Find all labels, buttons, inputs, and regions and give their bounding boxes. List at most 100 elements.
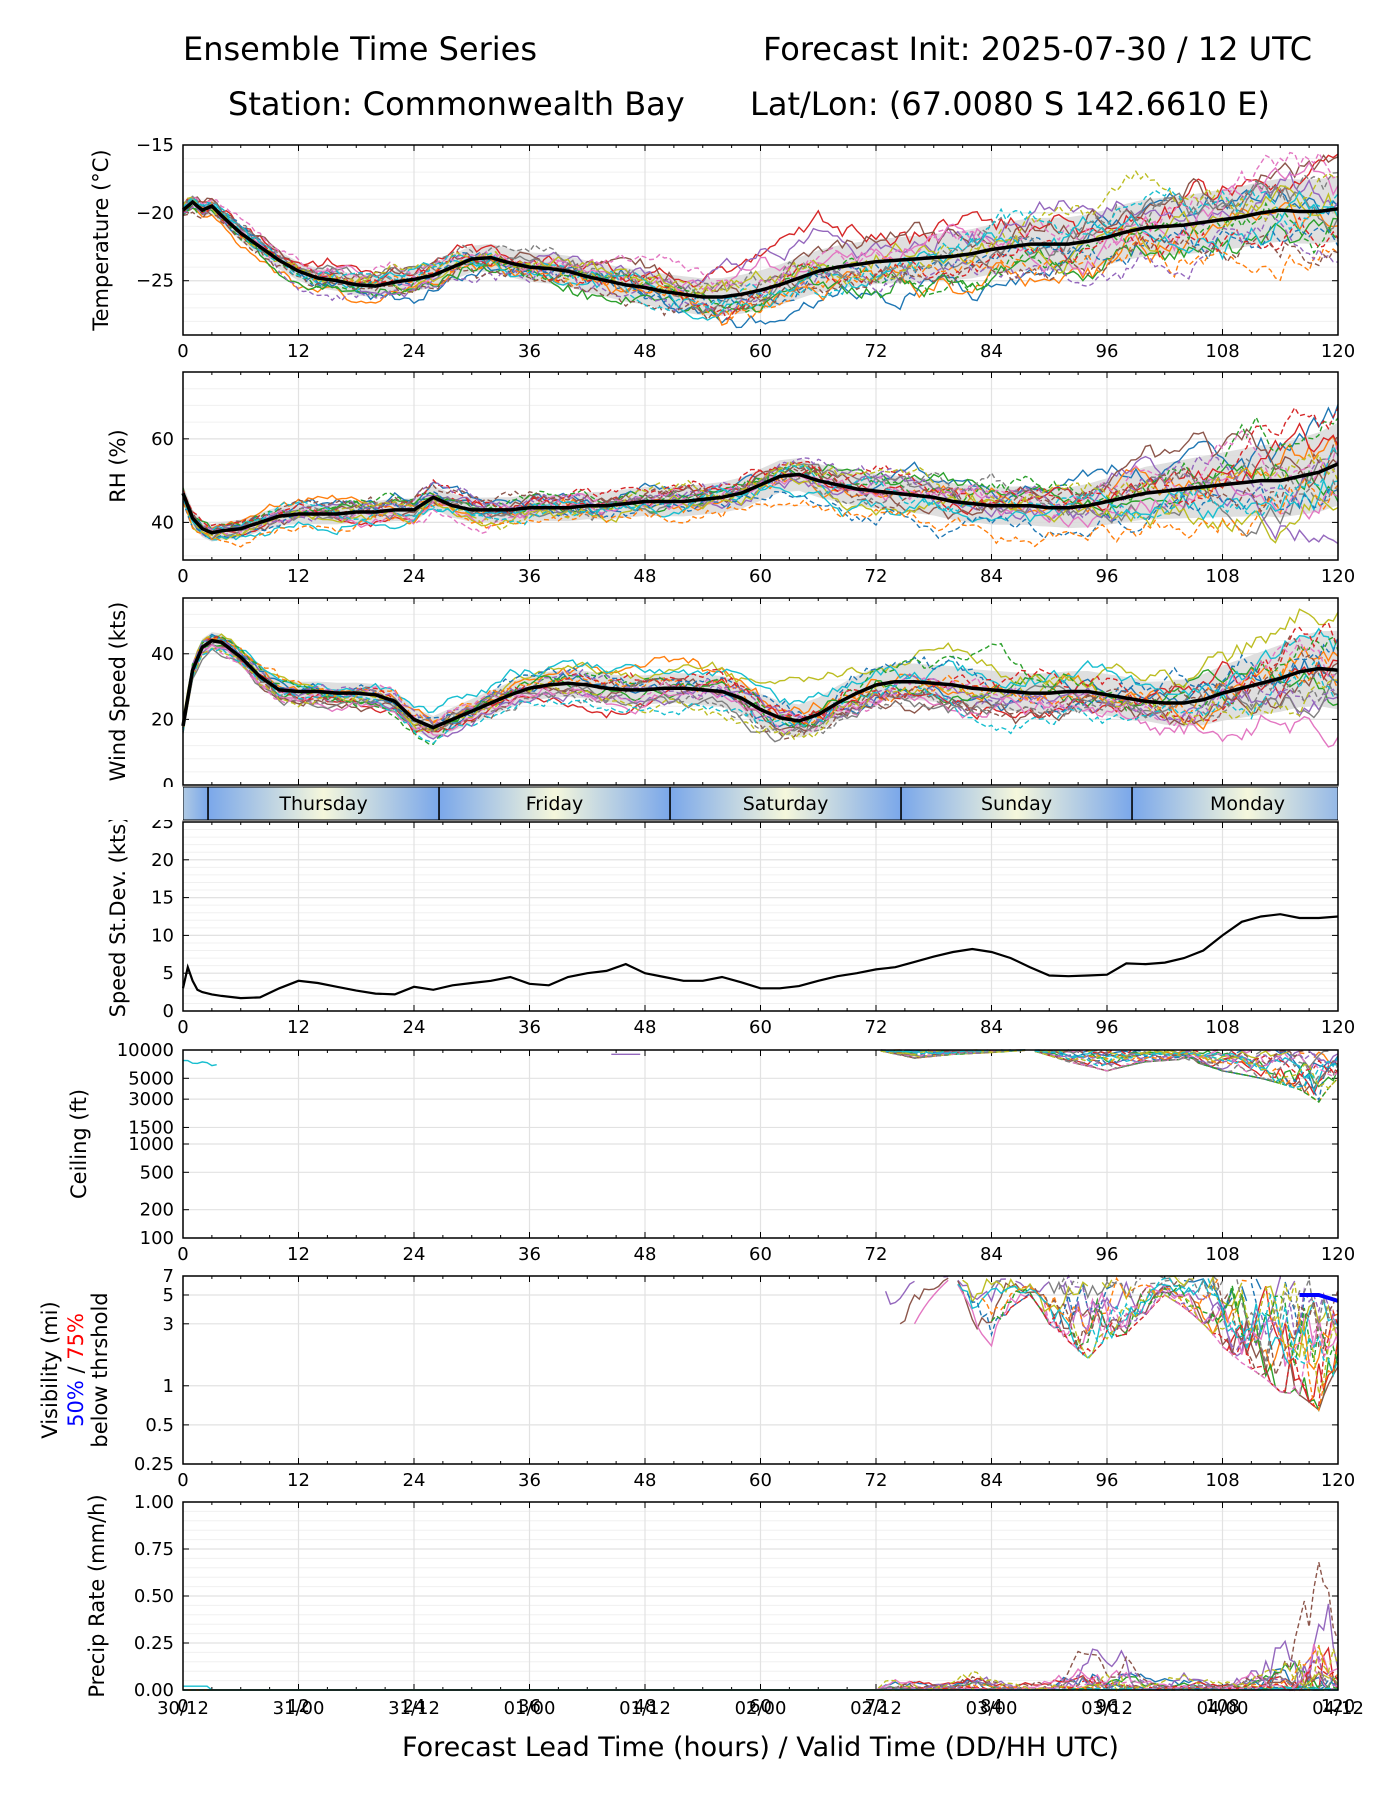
x-tick-label: 84 [980,1244,1003,1265]
x-tick-label: 12 [287,1244,310,1265]
x-tick-label: 0 [177,341,188,362]
x-tick-label: 72 [865,566,888,587]
y-tick-label: 10 [151,925,174,946]
member-line [182,199,1339,311]
member-line [182,453,1339,538]
x-tick-label: 0 [177,566,188,587]
member-line [182,172,1339,294]
valid-time-label: 01/00 [504,1698,556,1719]
x-tick-label: 36 [518,566,541,587]
x-tick-label: 84 [980,1470,1003,1491]
y-tick-label: 0 [163,1001,174,1022]
percentile-50-line [1299,1293,1339,1303]
member-line [182,477,1339,548]
y-tick-label: 1500 [128,1117,174,1138]
x-tick-label: 108 [1205,566,1239,587]
x-tick-label: 48 [634,1470,657,1491]
x-tick-label: 120 [1321,1696,1355,1717]
member-line [182,187,1339,312]
member-line [182,210,1339,321]
valid-time-label: 31/00 [273,1698,325,1719]
y-tick-label: 5 [163,1285,174,1306]
panel-2: 0 12 24 36 48 60 72 84 96 108 120 40 60 RH (%) [106,371,1355,587]
ensemble-mean-line [181,638,1339,730]
x-tick-label: 108 [1205,341,1239,362]
y-axis-label: Temperature (°C) [89,149,113,331]
y-tick-label: 1 [163,1376,174,1397]
chart-title-left: Ensemble Time Series [183,30,537,68]
ensemble-plot-2 [181,404,1339,548]
y-tick-label: 60 [151,429,174,450]
member-line [182,622,1339,731]
x-tick-label: 24 [403,566,426,587]
y-axis-label: Ceiling (ft) [67,1089,91,1199]
x-tick-label: 24 [403,1244,426,1265]
valid-time-label: 31/12 [388,1698,440,1719]
x-tick-label: 36 [518,1244,541,1265]
y-tick-label: 40 [151,644,174,665]
x-tick-label: 48 [634,341,657,362]
y-tick-label: 0.50 [134,1586,174,1607]
x-tick-label: 24 [403,1696,426,1717]
x-tick-label: 36 [518,1470,541,1491]
member-line [182,153,1339,288]
y-tick-label: −20 [136,203,174,224]
member-line [1087,1277,1339,1378]
x-tick-label: 24 [403,341,426,362]
y-tick-label: 20 [151,850,174,871]
y-tick-label: 1000 [128,1134,174,1155]
valid-time-label: 04/00 [1197,1698,1249,1719]
x-tick-label: 48 [634,566,657,587]
station-label: Station: Commonwealth Bay [228,85,685,123]
x-tick-label: 36 [518,1017,541,1038]
x-tick-label: 96 [1096,1244,1119,1265]
member-line [182,199,1339,321]
y-axis-label: Precip Rate (mm/h) [85,1494,109,1697]
y-tick-label: 5000 [128,1068,174,1089]
panel-border [182,1049,1339,1239]
x-tick-label: 60 [749,341,772,362]
member-line [182,170,1339,300]
y-tick-label: 20 [151,709,174,730]
x-tick-label: 120 [1321,1244,1355,1265]
visibility-percent-label: 50% / 75% [64,1313,88,1427]
member-line [182,204,1339,317]
y-tick-label: 500 [140,1162,174,1183]
x-tick-label: 96 [1096,1017,1119,1038]
y-tick-label: −15 [136,135,174,156]
member-line [1058,1276,1339,1363]
panel-border [182,821,1339,1012]
x-tick-label: 0 [177,1470,188,1491]
x-tick-label: 12 [287,341,310,362]
x-tick-label: 36 [518,341,541,362]
x-tick-label: 48 [634,1696,657,1717]
member-line [182,643,1339,740]
member-line [182,151,1339,287]
day-band: Thursday Friday Saturday Sunday Monday [92,786,1364,821]
visibility-axis-label: Visibility (mi) [38,1301,62,1438]
member-line [182,444,1339,532]
x-tick-label: 84 [980,1017,1003,1038]
day-label: Friday [526,793,584,815]
day-label: Sunday [981,793,1052,815]
x-tick-label: 48 [634,1244,657,1265]
x-tick-label: 108 [1205,1470,1239,1491]
day-label: Saturday [743,793,829,815]
y-tick-label: 0.25 [134,1454,174,1475]
visibility-members [884,1276,1339,1412]
member-line [182,189,1339,329]
member-line [182,458,1339,534]
x-tick-label: 60 [749,1017,772,1038]
panel-border [182,1275,1339,1465]
member-line [1072,1282,1339,1395]
x-tick-label: 60 [749,1470,772,1491]
y-tick-label: 3000 [128,1089,174,1110]
ensemble-plot-3 [181,608,1339,748]
x-tick-label: 72 [865,341,888,362]
y-tick-label: 1.00 [134,1492,174,1513]
x-tick-label: 12 [287,1470,310,1491]
panel-border [182,1501,1339,1691]
visibility-threshold-label: below thrshold [88,1292,112,1447]
day-label: Thursday [278,793,367,815]
